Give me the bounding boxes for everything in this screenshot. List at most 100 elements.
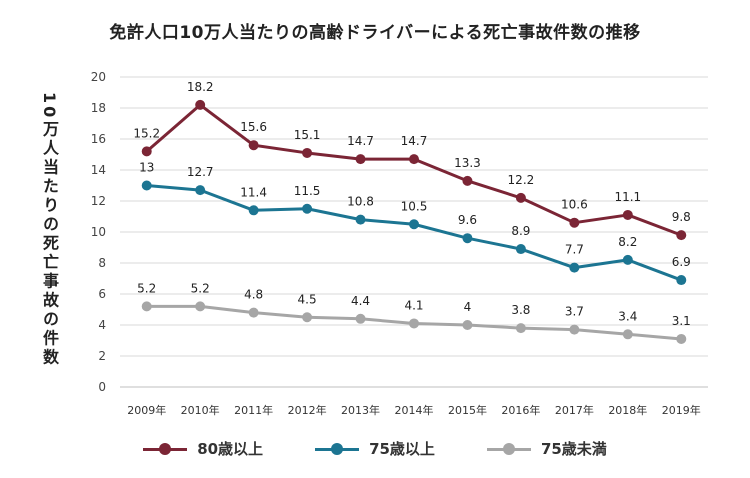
- data-label: 18.2: [187, 80, 214, 94]
- chart-title: 免許人口10万人当たりの高齢ドライバーによる死亡事故件数の推移: [109, 23, 641, 43]
- gridlines: [120, 76, 708, 388]
- data-point: [515, 192, 526, 203]
- data-point: [462, 233, 473, 244]
- data-point: [302, 312, 313, 323]
- data-label: 12.7: [187, 165, 214, 179]
- x-tick-label: 2015年: [448, 403, 487, 417]
- data-point: [195, 301, 206, 312]
- x-tick-label: 2010年: [181, 403, 220, 417]
- legend-item: 80歳以上: [143, 438, 263, 459]
- x-tick-label: 2013年: [341, 403, 380, 417]
- data-label: 3.1: [672, 314, 691, 328]
- legend-label: 80歳以上: [197, 440, 264, 458]
- data-point: [622, 209, 633, 220]
- y-tick-label: 0: [98, 380, 106, 394]
- data-labels: 15.2 18.2 15.6 15.1 14.7 14.7 13.3 12.2 10.6 11.1…: [133, 80, 690, 328]
- data-label: 4.8: [244, 288, 263, 302]
- data-label: 11.5: [294, 184, 321, 198]
- data-label: 3.8: [511, 303, 530, 317]
- x-tick-label: 2019年: [662, 403, 701, 417]
- x-tick-label: 2017年: [555, 403, 594, 417]
- data-label: 9.8: [672, 210, 691, 224]
- y-tick-label: 2: [98, 349, 106, 363]
- y-axis-ticks: 0 2 4 6 8 10 12 14 16 18 20: [91, 70, 106, 394]
- y-tick-label: 4: [98, 318, 106, 332]
- x-tick-label: 2016年: [501, 403, 540, 417]
- data-point: [248, 205, 259, 216]
- data-point: [515, 323, 526, 334]
- data-point: [569, 262, 580, 273]
- data-label: 4: [464, 300, 472, 314]
- data-label: 6.9: [672, 255, 691, 269]
- data-label: 13: [139, 161, 154, 175]
- data-label: 15.6: [240, 120, 267, 134]
- data-point: [409, 219, 419, 230]
- legend-marker: [159, 442, 172, 455]
- data-label: 10.5: [401, 199, 428, 213]
- data-label: 12.2: [508, 173, 535, 187]
- data-label: 14.7: [347, 134, 374, 148]
- y-tick-label: 18: [91, 101, 106, 115]
- data-point: [141, 146, 152, 157]
- series-group: [141, 99, 687, 344]
- data-label: 11.1: [614, 190, 641, 204]
- data-point: [622, 254, 633, 265]
- data-label: 13.3: [454, 156, 481, 170]
- data-point: [676, 333, 687, 344]
- data-point: [195, 99, 206, 110]
- data-point: [569, 324, 580, 335]
- data-point: [195, 185, 206, 196]
- data-point: [409, 154, 419, 165]
- y-tick-label: 10: [91, 225, 106, 239]
- data-point: [676, 275, 687, 286]
- data-label: 10.6: [561, 198, 588, 212]
- data-point: [462, 320, 473, 330]
- data-label: 7.7: [565, 243, 584, 257]
- legend-swatch: [315, 442, 360, 456]
- legend: 80歳以上 75歳以上 75歳未満: [0, 438, 750, 459]
- data-label: 4.4: [351, 294, 370, 308]
- data-point: [622, 329, 633, 340]
- legend-label: 75歳未満: [540, 440, 607, 458]
- y-tick-label: 14: [91, 163, 106, 177]
- x-axis-ticks: 2009年 2010年 2011年 2012年 2013年 2014年 2015年 2016年…: [127, 403, 701, 417]
- data-label: 15.1: [294, 128, 321, 142]
- data-point: [302, 147, 313, 158]
- data-point: [355, 214, 366, 225]
- data-label: 8.9: [511, 224, 530, 238]
- data-point: [355, 313, 366, 324]
- legend-label: 75歳以上: [369, 440, 435, 458]
- data-label: 5.2: [137, 281, 156, 295]
- data-label: 8.2: [618, 235, 637, 249]
- data-point: [409, 318, 419, 329]
- data-label: 3.4: [618, 309, 637, 323]
- legend-marker: [331, 442, 344, 455]
- data-label: 5.2: [191, 281, 210, 295]
- x-tick-label: 2011年: [234, 403, 273, 417]
- data-point: [248, 307, 259, 318]
- y-tick-label: 16: [91, 132, 106, 146]
- y-axis-title: 10万人当たりの死亡事故の件数: [40, 92, 59, 368]
- data-label: 10.8: [347, 195, 374, 209]
- data-label: 3.7: [565, 305, 584, 319]
- data-label: 4.5: [298, 292, 317, 306]
- data-label: 11.4: [240, 185, 267, 199]
- y-tick-label: 12: [91, 194, 106, 208]
- x-tick-label: 2009年: [127, 403, 166, 417]
- data-point: [676, 230, 687, 241]
- data-point: [569, 217, 580, 228]
- y-tick-label: 8: [98, 256, 106, 270]
- x-tick-label: 2018年: [608, 403, 647, 417]
- data-point: [355, 154, 366, 165]
- x-tick-label: 2012年: [288, 403, 327, 417]
- legend-swatch: [143, 442, 188, 456]
- data-point: [302, 203, 313, 214]
- data-point: [141, 180, 152, 191]
- data-point: [248, 140, 259, 151]
- y-tick-label: 20: [91, 70, 106, 84]
- data-point: [141, 301, 152, 312]
- data-label: 14.7: [401, 134, 428, 148]
- legend-item: 75歳未満: [486, 438, 607, 459]
- data-label: 15.2: [133, 126, 160, 140]
- legend-marker: [502, 442, 515, 455]
